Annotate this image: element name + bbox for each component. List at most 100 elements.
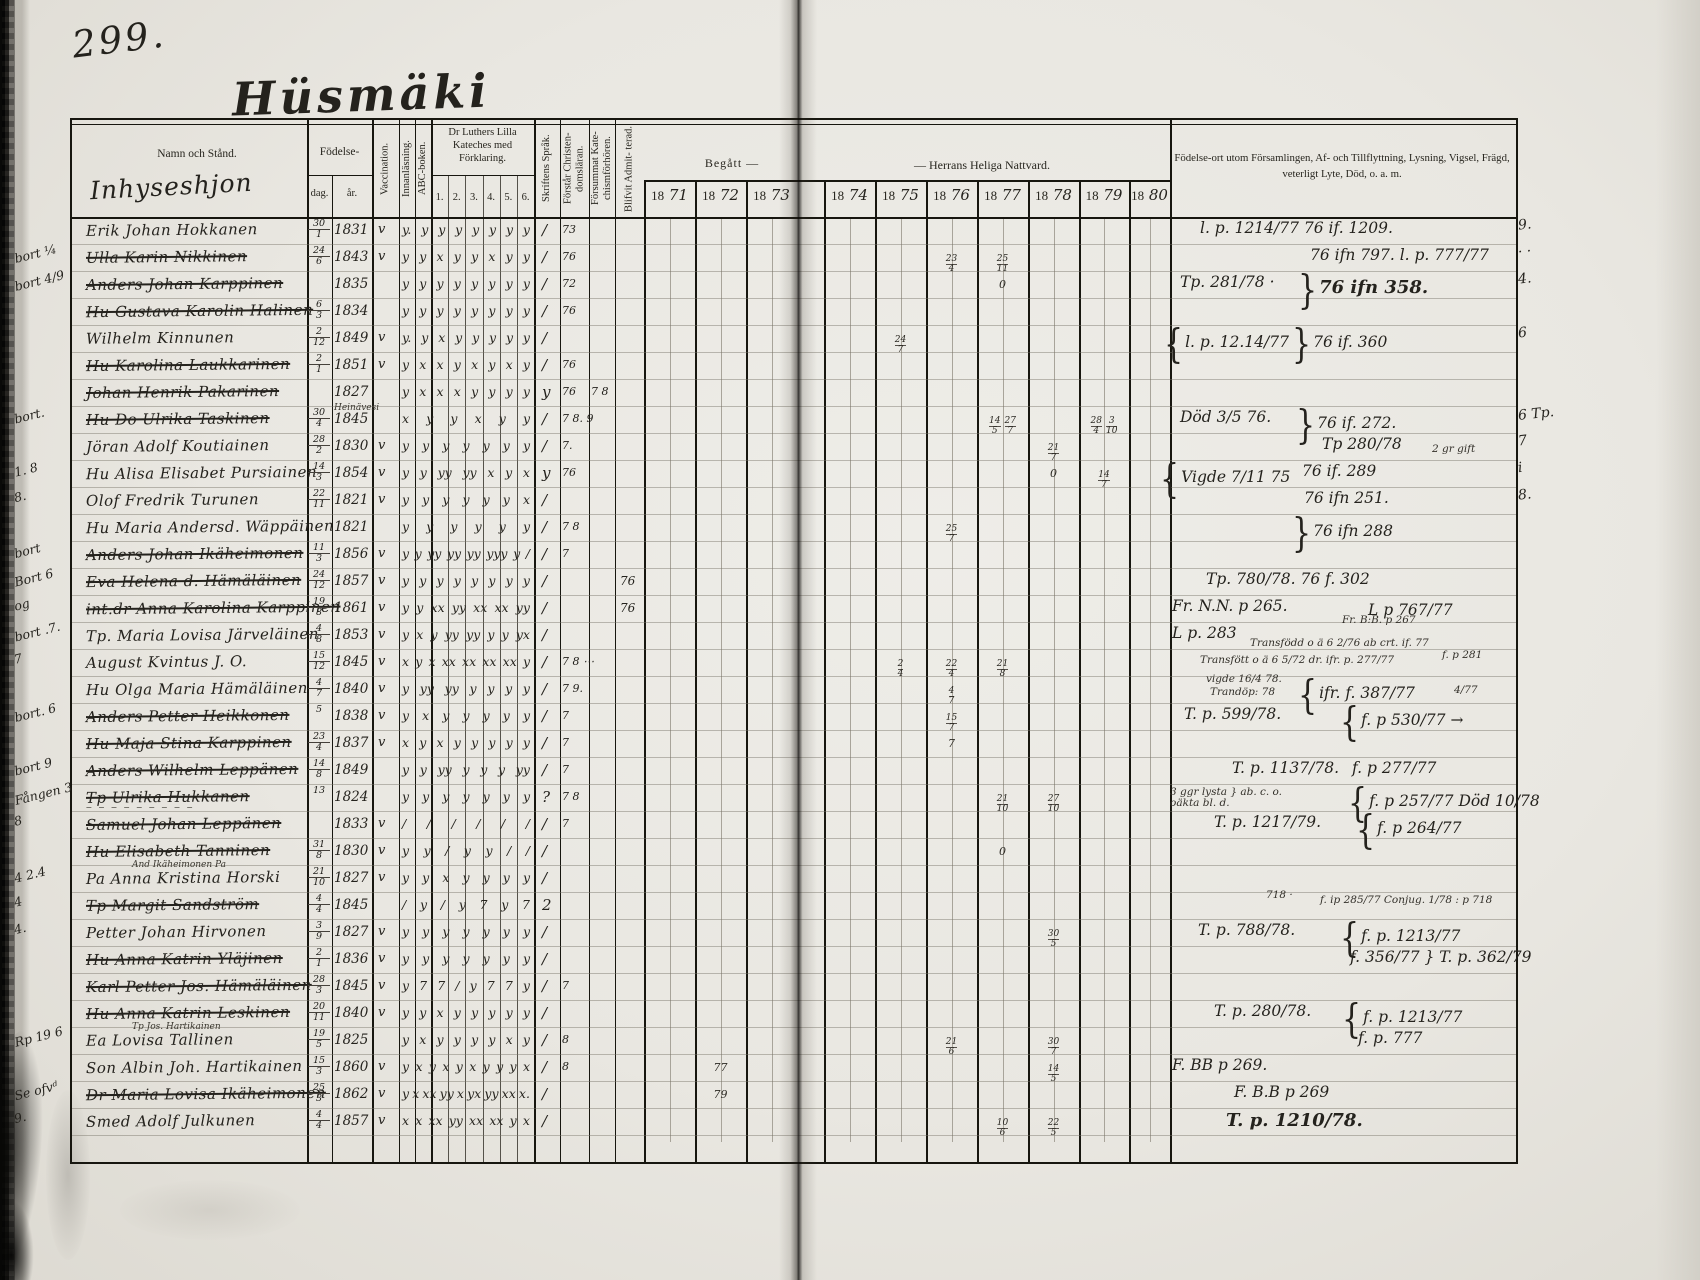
fraction-part: 7	[315, 687, 323, 699]
skrift-mark: /	[542, 1058, 548, 1076]
year-header-printed: 18	[753, 188, 767, 203]
mark: x	[522, 1113, 530, 1128]
fraction-part: 12	[312, 579, 326, 591]
fraction-part: 12	[312, 336, 326, 348]
fraction-part: 5	[315, 1038, 323, 1050]
reading-marks: y 7 7/y 7 7 y	[402, 978, 530, 993]
mark: y	[430, 627, 438, 642]
mark: y	[488, 1032, 496, 1047]
mark: y	[402, 384, 410, 399]
page-right-edge	[1648, 0, 1700, 1280]
mark: y	[453, 276, 461, 291]
communion-entry-1876: 15 7	[926, 705, 977, 732]
row-name: Hu Olga Maria Hämäläinen	[85, 678, 308, 700]
mark: y	[462, 924, 470, 939]
grid-vline	[307, 120, 309, 1162]
birth-year: 1827	[334, 384, 369, 400]
grid-vline	[448, 175, 449, 1162]
fraction-part: 7	[948, 695, 955, 706]
fraction-part: 3	[315, 1092, 323, 1104]
fraction-part: 14	[308, 462, 330, 473]
skrift-mark: /	[542, 599, 548, 617]
year-header-handwritten: 74	[844, 186, 868, 204]
row-name: August Kvintus J. O.	[85, 652, 248, 672]
mark: y	[522, 978, 530, 993]
year-header: 18 72	[695, 186, 746, 204]
mark: y	[488, 1005, 496, 1020]
mark: y	[453, 735, 461, 750]
mark: y.	[402, 330, 412, 345]
fraction-part: 8	[999, 668, 1006, 679]
row-name: Hu Gustava Karolin Halinen	[85, 300, 314, 322]
skrift-mark: y	[542, 464, 551, 482]
mark: y	[419, 303, 427, 318]
note-fragment: Död 3/5 76.	[1180, 408, 1272, 426]
skrift-mark: /	[542, 653, 548, 671]
mark: y	[498, 762, 506, 777]
mark: x	[415, 1059, 423, 1074]
year-header-printed: 18	[702, 188, 716, 203]
communion-entry-1878: 0	[1028, 462, 1079, 481]
mark: y	[450, 519, 458, 534]
fraction-part: 11	[996, 263, 1009, 274]
skrift-mark: ?	[542, 788, 551, 806]
note-fragment: {f. p. 1213/77	[1340, 914, 1461, 963]
col-header-birth: Födelse-	[319, 146, 360, 158]
fraction-part: 5	[991, 425, 998, 436]
skrift-mark: /	[542, 572, 548, 590]
mark: x	[488, 249, 496, 264]
note-fragment: f. ip 285/77 Conjug. 1/78 : p 718	[1320, 894, 1493, 906]
forstar-value: 7	[562, 736, 569, 749]
fraction-part: 3	[315, 471, 323, 483]
note-brace: {	[1164, 320, 1184, 369]
communion-note: 77	[713, 1061, 728, 1074]
communion-date: 10 6	[996, 1119, 1009, 1137]
year-header-handwritten: 76	[946, 186, 970, 204]
birth-year: 1837	[334, 735, 369, 751]
fraction-part: 4	[948, 686, 955, 697]
communion-entry-1872: 77	[695, 1056, 746, 1075]
grid-vline	[560, 120, 561, 1162]
mark: y	[453, 249, 461, 264]
vaccination-mark: v	[378, 1086, 386, 1101]
mark: y	[522, 222, 530, 237]
birth-year: 1833	[334, 816, 369, 832]
grid-vline	[875, 180, 877, 1162]
mark: x	[505, 1032, 513, 1047]
vaccination-mark: v	[378, 1005, 386, 1020]
mark: y	[505, 249, 513, 264]
mark: y	[402, 978, 410, 993]
fraction-part: 19	[308, 597, 330, 608]
mark: y	[522, 330, 530, 345]
note-fragment: 2 gr gift	[1432, 443, 1476, 455]
fraction-part: 23	[945, 254, 958, 265]
fraction-part: 31	[308, 840, 330, 851]
note-fragment: Fr. N.N. p 265.	[1172, 597, 1288, 615]
vaccination-mark: v	[378, 816, 386, 831]
mark: y	[402, 1059, 410, 1074]
mark: y	[522, 249, 530, 264]
mark: y	[455, 330, 463, 345]
row-name: Son Albin Joh. Hartikainen	[85, 1056, 303, 1078]
mark: x	[442, 870, 450, 885]
mark: yy	[446, 546, 462, 561]
mark: y	[426, 411, 434, 426]
forstar-value: 7 9.	[562, 682, 583, 695]
birth-year: 1845	[334, 978, 369, 994]
skrift-mark: /	[542, 356, 548, 374]
col-header-innanlasning: Innanläsning.	[400, 140, 412, 197]
mark: y	[421, 330, 429, 345]
grid-vline	[977, 180, 979, 1162]
year-header: 18 75	[875, 186, 926, 204]
row-name: Petter Johan Hirvonen	[85, 922, 267, 942]
fraction-part: 7	[897, 344, 904, 355]
note-fragment: {f. p. 1213/77	[1342, 995, 1463, 1044]
fraction-part: 2	[897, 659, 904, 670]
fraction-part: 7	[948, 533, 955, 544]
mark: y	[471, 249, 479, 264]
